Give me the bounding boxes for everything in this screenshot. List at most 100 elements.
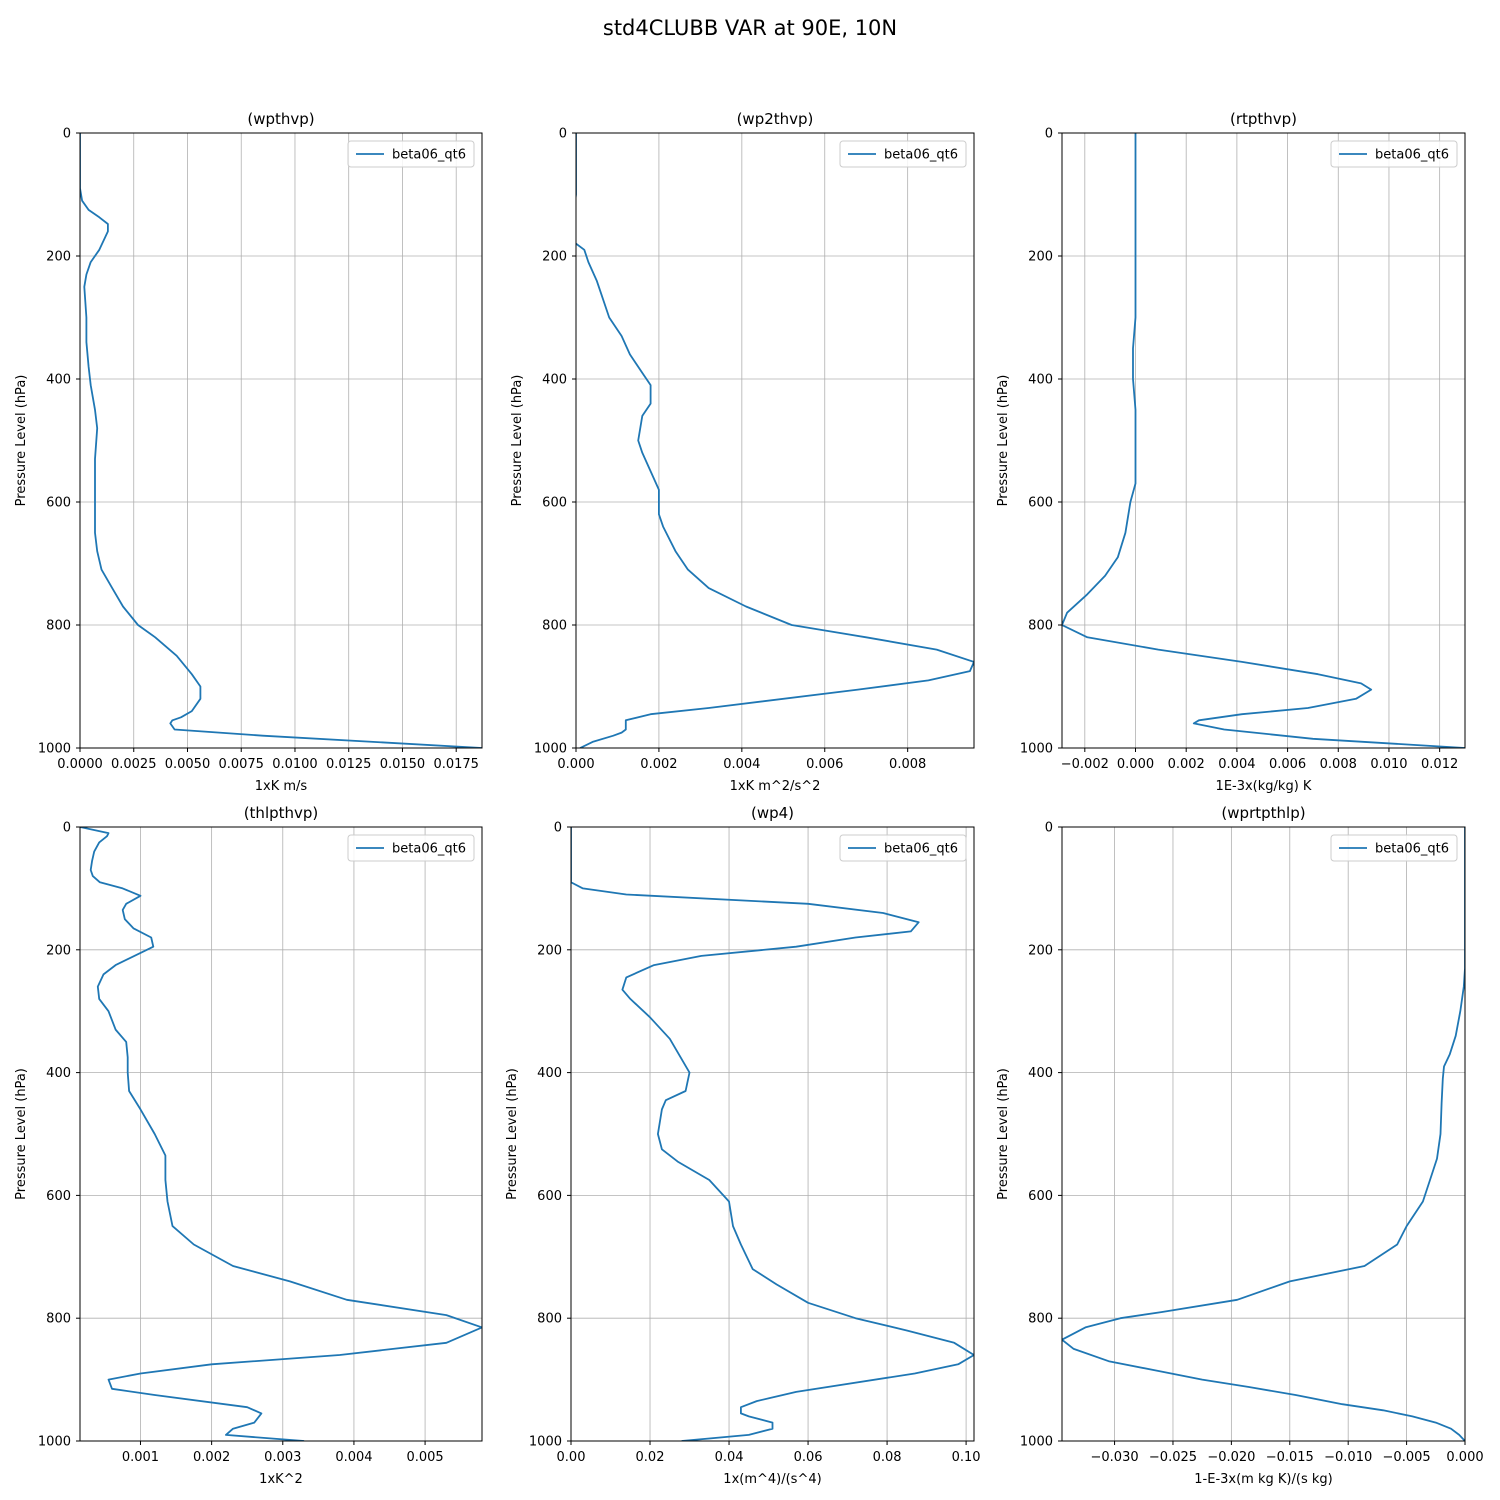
y-axis-label: Pressure Level (hPa) — [505, 1068, 520, 1200]
x-tick-label: 0.008 — [1320, 757, 1357, 772]
figure-title: std4CLUBB VAR at 90E, 10N — [602, 16, 898, 40]
y-tick-label: 0 — [1045, 127, 1053, 142]
x-tick-label: 0.0050 — [165, 757, 211, 772]
axes-frame — [79, 826, 483, 1442]
legend-box — [1330, 834, 1458, 862]
y-tick-label: 200 — [1028, 943, 1053, 958]
axes-frame — [575, 132, 975, 749]
y-tick-label: 800 — [46, 619, 71, 634]
x-tick-label: 0.00 — [557, 1450, 586, 1465]
subplot-3: −0.002 0.000 0.002 0.004 0.006 0.008 0.010 0.01… — [996, 110, 1466, 794]
y-tick-label: 800 — [537, 1312, 562, 1327]
y-tick-label: 200 — [1028, 250, 1053, 265]
y-tick-label: 600 — [1028, 1189, 1053, 1204]
y-tick-label: 800 — [542, 619, 567, 634]
y-tick-label: 200 — [46, 943, 71, 958]
x-tick-label: 0.002 — [640, 757, 677, 772]
x-tick-label: 0.10 — [952, 1450, 981, 1465]
x-tick-label: 0.004 — [723, 757, 760, 772]
x-tick-label: 0.012 — [1421, 757, 1458, 772]
subplot-title: (wprtpthlp) — [1221, 804, 1305, 822]
x-tick-label: 0.006 — [1269, 757, 1306, 772]
x-tick-label: 0.02 — [636, 1450, 665, 1465]
x-tick-label: 0.06 — [794, 1450, 823, 1465]
x-tick-label: 0.004 — [1218, 757, 1255, 772]
y-axis-label: Pressure Level (hPa) — [996, 375, 1011, 507]
axes-frame — [1061, 132, 1466, 749]
x-tick-label: 0.000 — [1117, 757, 1154, 772]
y-tick-label: 800 — [46, 1312, 71, 1327]
x-tick-label: 0.0100 — [272, 757, 318, 772]
y-tick-label: 400 — [46, 1066, 71, 1081]
y-tick-label: 1000 — [1020, 1435, 1053, 1450]
subplot-6: −0.030 −0.025 −0.020 −0.015 −0.010 −0.005 0.00… — [996, 804, 1484, 1487]
y-axis-label: Pressure Level (hPa) — [996, 1068, 1011, 1200]
x-tick-label: 0.000 — [557, 757, 594, 772]
legend: beta06_qt6 — [839, 834, 967, 862]
y-tick-label: 200 — [542, 250, 567, 265]
subplot-title: (wpthvp) — [247, 110, 314, 128]
y-tick-label: 600 — [537, 1189, 562, 1204]
x-tick-label: −0.030 — [1091, 1450, 1139, 1465]
x-tick-label: 0.0125 — [326, 757, 372, 772]
y-tick-label: 1000 — [534, 742, 567, 757]
y-tick-label: 800 — [1028, 1312, 1053, 1327]
series-line-beta06_qt6 — [1062, 133, 1465, 748]
series-line-beta06_qt6 — [80, 133, 482, 748]
y-tick-label: 600 — [542, 496, 567, 511]
x-tick-label: 0.001 — [122, 1450, 159, 1465]
y-tick-label: 400 — [1028, 373, 1053, 388]
y-axis-label: Pressure Level (hPa) — [14, 1068, 29, 1200]
y-tick-label: 800 — [1028, 619, 1053, 634]
y-tick-label: 200 — [46, 250, 71, 265]
x-tick-label: −0.015 — [1266, 1450, 1314, 1465]
x-tick-label: 0.008 — [889, 757, 926, 772]
x-axis-label: 1xK^2 — [259, 1472, 303, 1487]
subplot-title: (wp2thvp) — [737, 110, 814, 128]
y-tick-label: 600 — [1028, 496, 1053, 511]
x-tick-label: −0.010 — [1324, 1450, 1372, 1465]
legend-box — [347, 834, 475, 862]
legend: beta06_qt6 — [347, 140, 475, 168]
x-tick-label: 0.006 — [806, 757, 843, 772]
legend-box — [1330, 140, 1458, 168]
series-line-beta06_qt6 — [1062, 827, 1465, 1441]
x-tick-label: −0.025 — [1149, 1450, 1197, 1465]
x-axis-label: 1xK m/s — [255, 779, 308, 794]
y-tick-label: 0 — [554, 821, 562, 836]
legend-label: beta06_qt6 — [884, 148, 958, 163]
x-tick-label: 0.010 — [1370, 757, 1407, 772]
subplot-title: (wp4) — [751, 804, 794, 822]
legend-box — [839, 834, 967, 862]
axes-frame — [1061, 826, 1466, 1442]
x-tick-label: −0.002 — [1061, 757, 1109, 772]
x-axis-label: 1E-3x(kg/kg) K — [1216, 779, 1312, 794]
y-tick-label: 600 — [46, 496, 71, 511]
y-axis-label: Pressure Level (hPa) — [510, 375, 525, 507]
y-tick-label: 400 — [1028, 1066, 1053, 1081]
x-tick-label: 0.08 — [873, 1450, 902, 1465]
y-tick-label: 1000 — [38, 1435, 71, 1450]
x-tick-label: 0.0175 — [433, 757, 479, 772]
y-axis-label: Pressure Level (hPa) — [14, 375, 29, 507]
series-line-beta06_qt6 — [571, 827, 974, 1441]
x-tick-label: 0.0000 — [57, 757, 103, 772]
y-tick-label: 1000 — [1020, 742, 1053, 757]
subplot-title: (rtpthvp) — [1230, 110, 1297, 128]
subplot-5: 0.00 0.02 0.04 0.06 0.08 0.10 0 200 400 600 800 100… — [505, 804, 981, 1487]
x-axis-label: 1x(m^4)/(s^4) — [723, 1472, 821, 1487]
y-tick-label: 400 — [46, 373, 71, 388]
x-tick-label: 0.0150 — [380, 757, 426, 772]
subplot-1: 0.0000 0.0025 0.0050 0.0075 0.0100 0.0125 0.01… — [14, 110, 483, 794]
x-tick-label: 0.004 — [335, 1450, 372, 1465]
x-tick-label: 0.002 — [193, 1450, 230, 1465]
legend-label: beta06_qt6 — [392, 148, 466, 163]
y-tick-label: 0 — [559, 127, 567, 142]
y-tick-label: 1000 — [529, 1435, 562, 1450]
axes-frame — [570, 826, 975, 1442]
x-tick-label: 0.0075 — [218, 757, 264, 772]
x-tick-label: 0.005 — [406, 1450, 443, 1465]
legend-box — [839, 140, 967, 168]
